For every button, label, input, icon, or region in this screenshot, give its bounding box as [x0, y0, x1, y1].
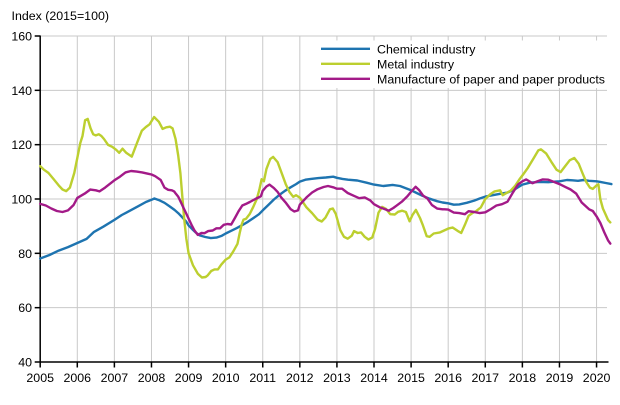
- svg-text:2020: 2020: [583, 371, 611, 385]
- svg-text:Metal industry: Metal industry: [377, 57, 455, 71]
- svg-text:2015: 2015: [397, 371, 425, 385]
- svg-text:80: 80: [18, 247, 32, 261]
- svg-text:120: 120: [11, 138, 32, 152]
- svg-text:140: 140: [11, 84, 32, 98]
- svg-text:2019: 2019: [546, 371, 574, 385]
- svg-text:2012: 2012: [286, 371, 314, 385]
- svg-text:2017: 2017: [472, 371, 500, 385]
- svg-text:160: 160: [11, 30, 32, 44]
- svg-text:2013: 2013: [323, 371, 351, 385]
- svg-text:Chemical industry: Chemical industry: [377, 42, 476, 56]
- svg-text:2006: 2006: [64, 371, 92, 385]
- svg-text:2005: 2005: [26, 371, 54, 385]
- svg-text:100: 100: [11, 193, 32, 207]
- svg-text:60: 60: [18, 301, 32, 315]
- svg-text:2010: 2010: [212, 371, 240, 385]
- svg-text:2008: 2008: [138, 371, 166, 385]
- svg-text:40: 40: [18, 356, 32, 370]
- svg-text:2011: 2011: [249, 371, 276, 385]
- svg-text:2007: 2007: [101, 371, 129, 385]
- svg-text:2018: 2018: [509, 371, 537, 385]
- svg-text:Index (2015=100): Index (2015=100): [12, 9, 109, 23]
- svg-text:Manufacture of paper and paper: Manufacture of paper and paper products: [377, 72, 605, 86]
- svg-text:2009: 2009: [175, 371, 203, 385]
- svg-text:2016: 2016: [434, 371, 462, 385]
- svg-text:2014: 2014: [360, 371, 388, 385]
